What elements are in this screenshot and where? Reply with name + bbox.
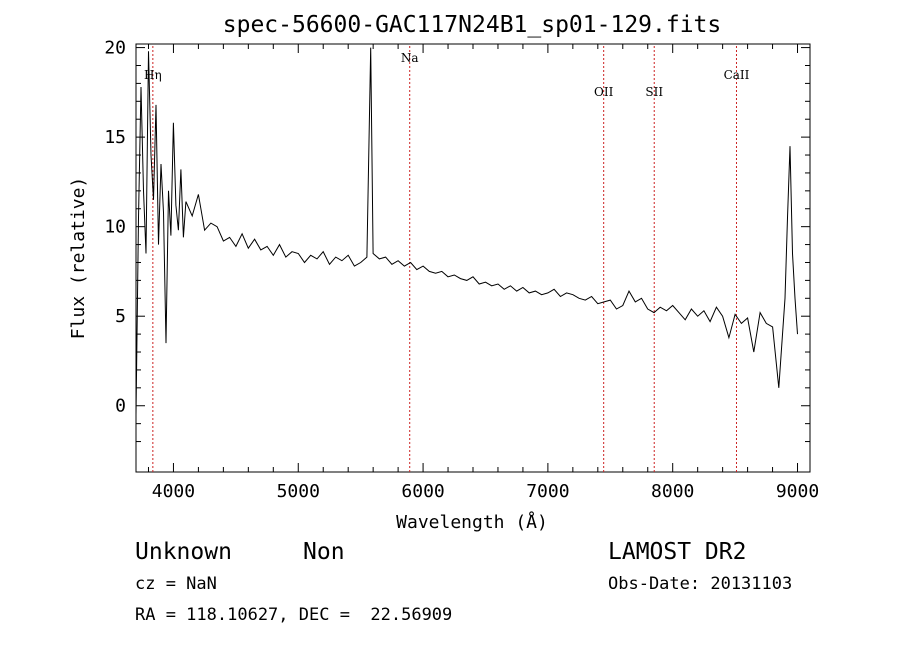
spectral-line-markers: Hη Na OII SII CaII [144,46,750,472]
spectral-line-label: OII [594,85,614,99]
observation-date: Obs-Date: 20131103 [608,574,792,594]
y-tick-label: 10 [104,217,126,238]
x-tick-label: 8000 [651,481,694,502]
axes: 4000 5000 6000 7000 8000 9000 0 5 10 15 20 [104,38,819,502]
chart-title: spec-56600-GAC117N24B1_sp01-129.fits [223,12,722,38]
x-axis-label: Wavelength (Å) [396,511,548,533]
redshift-cz: cz = NaN [135,574,217,594]
plot-frame [135,43,811,473]
x-tick-label: 6000 [401,481,444,502]
spectral-line-label: CaII [724,68,750,82]
y-axis-label: Flux (relative) [68,177,89,340]
y-tick-label: 15 [104,127,126,148]
spectrum-line [135,47,798,415]
y-tick-label: 20 [104,38,126,59]
spectral-line-label: Na [401,51,419,65]
x-tick-label: 9000 [776,481,819,502]
x-tick-label: 5000 [277,481,320,502]
y-tick-label: 5 [115,306,126,327]
x-tick-label: 4000 [152,481,195,502]
x-tick-label: 7000 [526,481,569,502]
spectral-line-label: Hη [144,68,162,82]
coordinates: RA = 118.10627, DEC = 22.56909 [135,605,452,625]
survey-name: LAMOST DR2 [608,539,746,565]
spectrum-series [135,47,798,415]
y-tick-label: 0 [115,396,126,417]
spectral-line-label: SII [645,85,663,99]
object-class: Non [303,539,345,565]
object-name: Unknown [135,539,232,565]
